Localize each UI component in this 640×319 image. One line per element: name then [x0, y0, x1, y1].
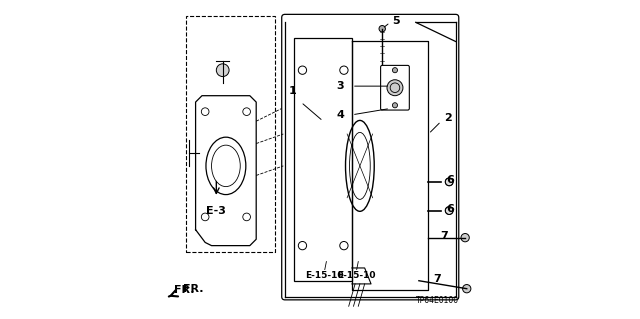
- Text: E-3: E-3: [206, 206, 227, 216]
- Bar: [294, 38, 352, 281]
- Ellipse shape: [445, 178, 453, 186]
- Text: FR.: FR.: [183, 284, 204, 294]
- Text: 1: 1: [289, 86, 297, 96]
- Circle shape: [461, 234, 469, 242]
- FancyBboxPatch shape: [381, 65, 410, 110]
- Text: E-15-10: E-15-10: [337, 271, 376, 280]
- Text: FR.: FR.: [169, 285, 195, 297]
- Circle shape: [392, 68, 397, 73]
- Text: 7: 7: [440, 231, 449, 241]
- Text: 6: 6: [446, 204, 454, 214]
- Text: 5: 5: [392, 16, 399, 26]
- Text: 6: 6: [446, 175, 454, 185]
- Text: 2: 2: [444, 113, 452, 123]
- Ellipse shape: [445, 207, 453, 215]
- Circle shape: [392, 103, 397, 108]
- Circle shape: [216, 64, 229, 77]
- Circle shape: [387, 80, 403, 96]
- Text: 4: 4: [336, 110, 344, 120]
- Text: 3: 3: [336, 81, 344, 91]
- Circle shape: [463, 285, 471, 293]
- Circle shape: [379, 26, 385, 32]
- Text: E-15-10: E-15-10: [305, 271, 344, 280]
- Text: TP64E0100: TP64E0100: [415, 296, 459, 305]
- Text: 7: 7: [433, 274, 441, 284]
